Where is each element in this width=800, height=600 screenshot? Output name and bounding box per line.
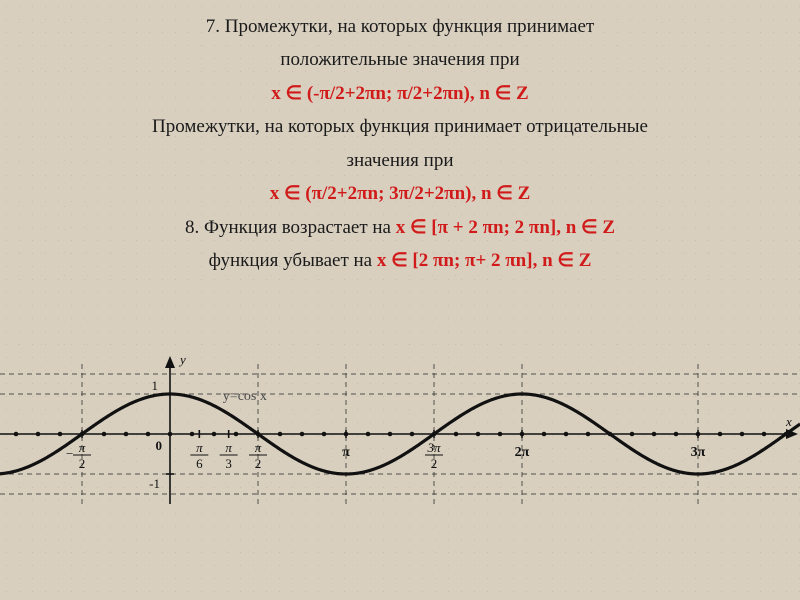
svg-text:2π: 2π [515, 445, 530, 460]
svg-text:-1: -1 [149, 476, 160, 491]
cosine-graph: yx1-10y=cos x−π2π6π3π2π3π22π3π [0, 284, 800, 514]
line-2: x ∈ (-π/2+2πn; π/2+2πn), n ∈ Z [40, 79, 760, 108]
line-3: Промежутки, на которых функция принимает… [40, 112, 760, 141]
svg-text:π: π [255, 440, 262, 455]
svg-text:2: 2 [79, 456, 86, 471]
svg-text:x: x [785, 414, 792, 429]
svg-text:π: π [196, 440, 203, 455]
svg-text:y=cos x: y=cos x [223, 389, 267, 404]
line-3b: значения при [40, 146, 760, 175]
svg-text:π: π [225, 440, 232, 455]
svg-text:−: − [66, 446, 73, 461]
svg-text:2: 2 [255, 456, 262, 471]
svg-text:0: 0 [156, 438, 163, 453]
line-4: x ∈ (π/2+2πn; 3π/2+2πn), n ∈ Z [40, 179, 760, 208]
cosine-svg: yx1-10y=cos x−π2π6π3π2π3π22π3π [0, 284, 800, 514]
line-1a: 7. Промежутки, на которых функция приним… [40, 12, 760, 41]
svg-text:3π: 3π [691, 445, 706, 460]
line-6: функция убывает на x ∈ [2 πn; π+ 2 πn], … [40, 246, 760, 275]
svg-text:y: y [178, 352, 186, 367]
svg-text:2: 2 [431, 456, 438, 471]
svg-text:3π: 3π [426, 440, 441, 455]
svg-text:6: 6 [196, 456, 203, 471]
svg-text:3: 3 [225, 456, 232, 471]
svg-text:π: π [342, 445, 350, 460]
svg-text:π: π [79, 440, 86, 455]
line-5: 8. Функция возрастает на x ∈ [π + 2 πn; … [40, 213, 760, 242]
svg-text:1: 1 [152, 378, 159, 393]
line-1b: положительные значения при [40, 45, 760, 74]
properties-text: 7. Промежутки, на которых функция приним… [0, 0, 800, 276]
